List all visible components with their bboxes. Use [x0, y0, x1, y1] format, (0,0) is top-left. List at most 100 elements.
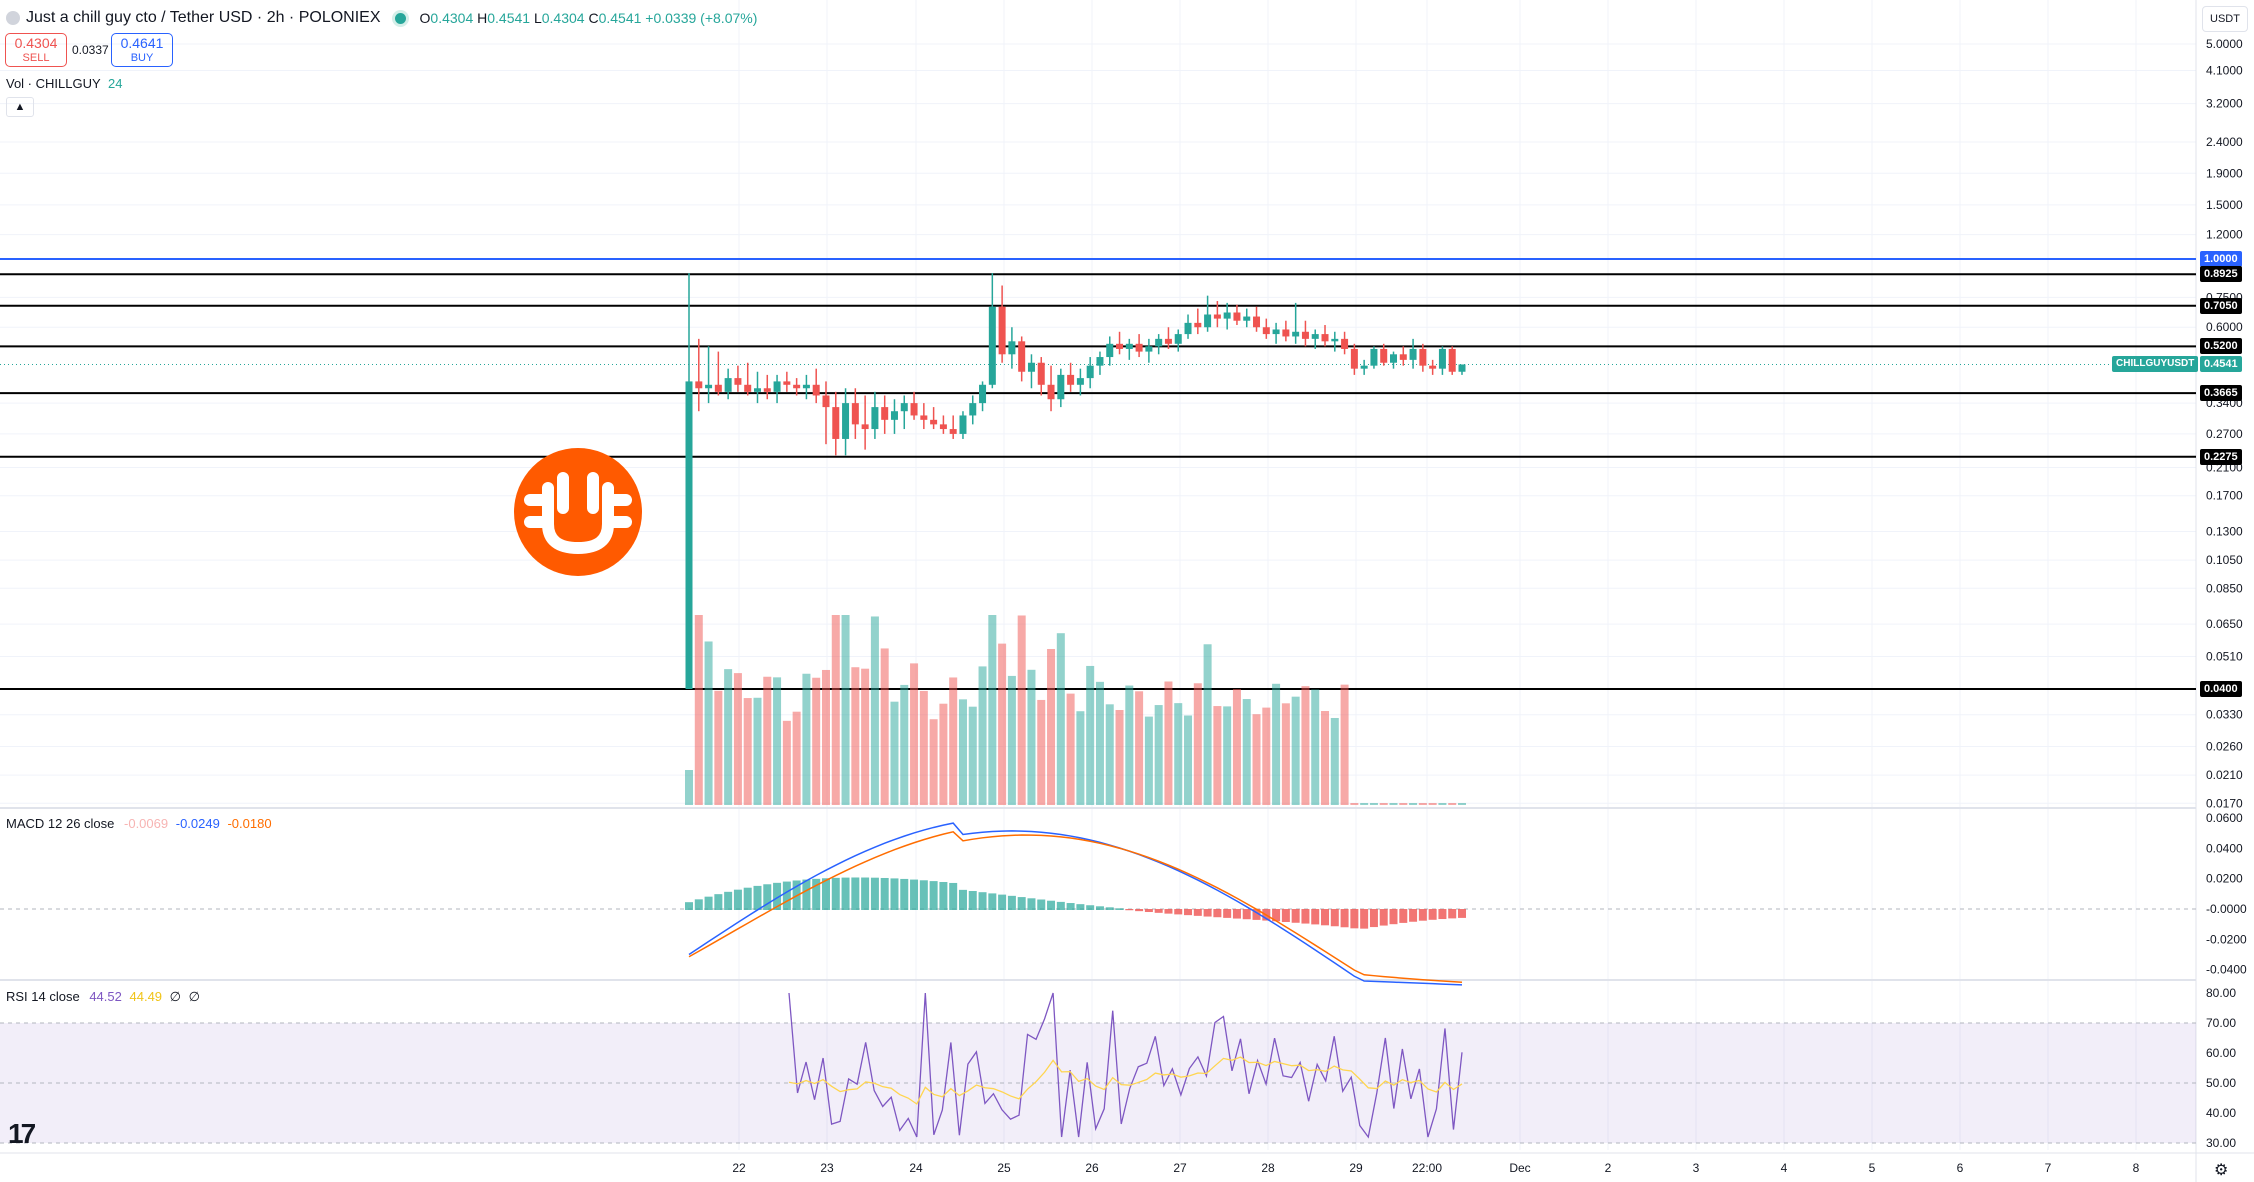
macd-histogram-bar: [861, 877, 870, 910]
candle-body: [1125, 343, 1133, 349]
volume-bar: [1458, 803, 1466, 805]
candle-body: [1292, 331, 1300, 337]
volume-bar: [939, 703, 948, 805]
macd-histogram-bar: [958, 889, 967, 910]
price-tick-label: 2.4000: [2206, 135, 2243, 149]
volume-bar: [773, 677, 782, 805]
open-value: 0.4304: [430, 10, 474, 26]
time-axis-label: 6: [1957, 1161, 1964, 1175]
volume-bar: [851, 667, 860, 805]
macd-legend-name: MACD 12 26 close: [6, 816, 115, 831]
candle-body: [1243, 316, 1251, 321]
candle-body: [959, 415, 967, 434]
candle-body: [1458, 364, 1466, 372]
ohlc-values: O0.4304 H0.4541 L0.4304 C0.4541 +0.0339 …: [419, 10, 758, 26]
sell-price: 0.4304: [14, 35, 58, 51]
volume-bar: [1223, 706, 1232, 805]
sell-button[interactable]: 0.4304 SELL: [5, 33, 67, 67]
time-axis-label: 7: [2045, 1161, 2052, 1175]
macd-histogram-bar: [1047, 900, 1056, 910]
price-tick-label: 0.1700: [2206, 489, 2243, 503]
candle-body: [802, 384, 810, 389]
macd-histogram-bar: [880, 877, 889, 910]
macd-histogram-bar: [1105, 907, 1114, 910]
time-axis-label: 23: [820, 1161, 834, 1175]
price-scale-label: 0.3665: [2200, 385, 2242, 402]
macd-histogram-bar: [1399, 909, 1408, 923]
candle-body: [1350, 348, 1358, 369]
candle-body: [1116, 343, 1124, 349]
volume-bar: [861, 668, 870, 805]
rsi-tick-label: 30.00: [2206, 1136, 2236, 1150]
macd-histogram-bar: [733, 889, 742, 910]
symbol-title[interactable]: Just a chill guy cto / Tether USD · 2h ·…: [26, 9, 381, 26]
macd-histogram-bar: [1291, 909, 1300, 923]
macd-histogram-bar: [821, 878, 830, 910]
settings-gear-icon[interactable]: ⚙: [2214, 1162, 2229, 1179]
macd-histogram-bar: [1321, 909, 1330, 926]
macd-histogram-bar: [1027, 898, 1036, 910]
macd-histogram-bar: [1125, 909, 1134, 911]
price-scale-label: 1.0000: [2200, 251, 2242, 267]
macd-histogram-bar: [831, 877, 840, 910]
volume-bar: [1125, 685, 1134, 805]
chevron-up-icon[interactable]: ▲: [6, 97, 34, 117]
candle-body: [1253, 316, 1261, 328]
volume-bar: [1154, 705, 1163, 805]
price-scale-label: 0.4541: [2200, 356, 2242, 373]
candle-body: [1311, 334, 1319, 339]
candle-body: [1429, 365, 1437, 369]
volume-bar: [1056, 633, 1065, 805]
volume-bar: [841, 615, 850, 805]
macd-histogram-bar: [1242, 909, 1251, 920]
macd-histogram-bar: [1409, 909, 1418, 922]
volume-legend[interactable]: Vol · CHILLGUY 24: [6, 76, 123, 91]
volume-bar: [685, 770, 693, 805]
price-tick-label: 0.0330: [2206, 708, 2243, 722]
macd-legend[interactable]: MACD 12 26 close -0.0069 -0.0249 -0.0180: [6, 816, 272, 831]
volume-bar: [919, 690, 928, 805]
price-tick-label: 0.0260: [2206, 740, 2243, 754]
macd-histogram-bar: [1428, 909, 1437, 920]
price-tick-label: 5.0000: [2206, 37, 2243, 51]
candle-body: [714, 384, 722, 392]
volume-bar: [1193, 683, 1202, 805]
volume-bar: [1252, 714, 1261, 805]
currency-button[interactable]: USDT: [2202, 6, 2248, 32]
macd-histogram-bar: [714, 894, 723, 910]
volume-bar: [1399, 803, 1408, 805]
volume-bar: [949, 677, 958, 805]
rsi-tick-label: 40.00: [2206, 1106, 2236, 1120]
volume-legend-value: 24: [108, 76, 123, 91]
rsi-tick-label: 60.00: [2206, 1046, 2236, 1060]
candle-body: [979, 384, 987, 404]
symbol-header: Just a chill guy cto / Tether USD · 2h ·…: [6, 6, 757, 30]
change-value: +0.0339 (+8.07%): [645, 10, 758, 26]
macd-histogram-bar: [802, 879, 811, 910]
candle-body: [1390, 354, 1398, 363]
volume-bar: [929, 719, 938, 805]
macd-histogram-bar: [1164, 909, 1173, 914]
rsi-tick-label: 50.00: [2206, 1076, 2236, 1090]
price-tick-label: 0.0210: [2206, 768, 2243, 782]
candle-body: [1086, 365, 1094, 379]
buy-button[interactable]: 0.4641 BUY: [111, 33, 173, 67]
candle-body: [1321, 334, 1329, 342]
candle-body: [1233, 312, 1241, 321]
macd-histogram-bar: [1223, 909, 1232, 918]
macd-histogram-bar: [782, 881, 791, 910]
volume-bar: [1144, 716, 1153, 805]
time-axis-label: 22: [732, 1161, 746, 1175]
macd-histogram-bar: [978, 892, 987, 910]
macd-histogram-bar: [1232, 909, 1241, 919]
price-tick-label: 0.0170: [2206, 796, 2243, 810]
rsi-legend[interactable]: RSI 14 close 44.52 44.49 ∅ ∅: [6, 989, 200, 1005]
volume-bar: [978, 666, 987, 805]
macd-histogram-bar: [1330, 909, 1339, 927]
candle-body: [842, 403, 850, 439]
volume-bar: [870, 616, 879, 805]
volume-bar: [1086, 665, 1095, 805]
macd-histogram-bar: [1135, 909, 1144, 912]
volume-legend-name: Vol · CHILLGUY: [6, 76, 101, 91]
